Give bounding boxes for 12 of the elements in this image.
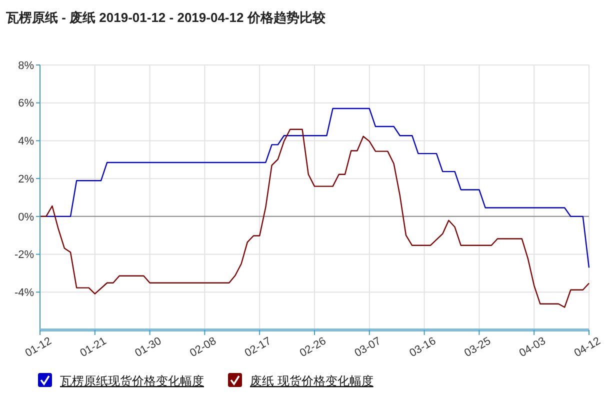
y-tick-label: 8%	[18, 60, 34, 72]
legend-label: 废纸 现货价格变化幅度	[250, 374, 374, 388]
x-tick-label: 01-30	[133, 335, 164, 360]
y-tick-label: -2%	[14, 249, 34, 262]
chart-title: 瓦楞原纸 - 废纸 2019-01-12 - 2019-04-12 价格趋势比较	[5, 10, 326, 25]
x-tick-label: 01-21	[78, 335, 109, 360]
y-tick-label: 0%	[18, 211, 34, 224]
y-tick-label: 6%	[18, 98, 34, 110]
legend-label: 瓦楞原纸现货价格变化幅度	[60, 374, 204, 388]
y-tick-label: 2%	[18, 173, 34, 186]
y-tick-label: -4%	[14, 286, 34, 299]
y-tick-label: 4%	[18, 136, 34, 148]
